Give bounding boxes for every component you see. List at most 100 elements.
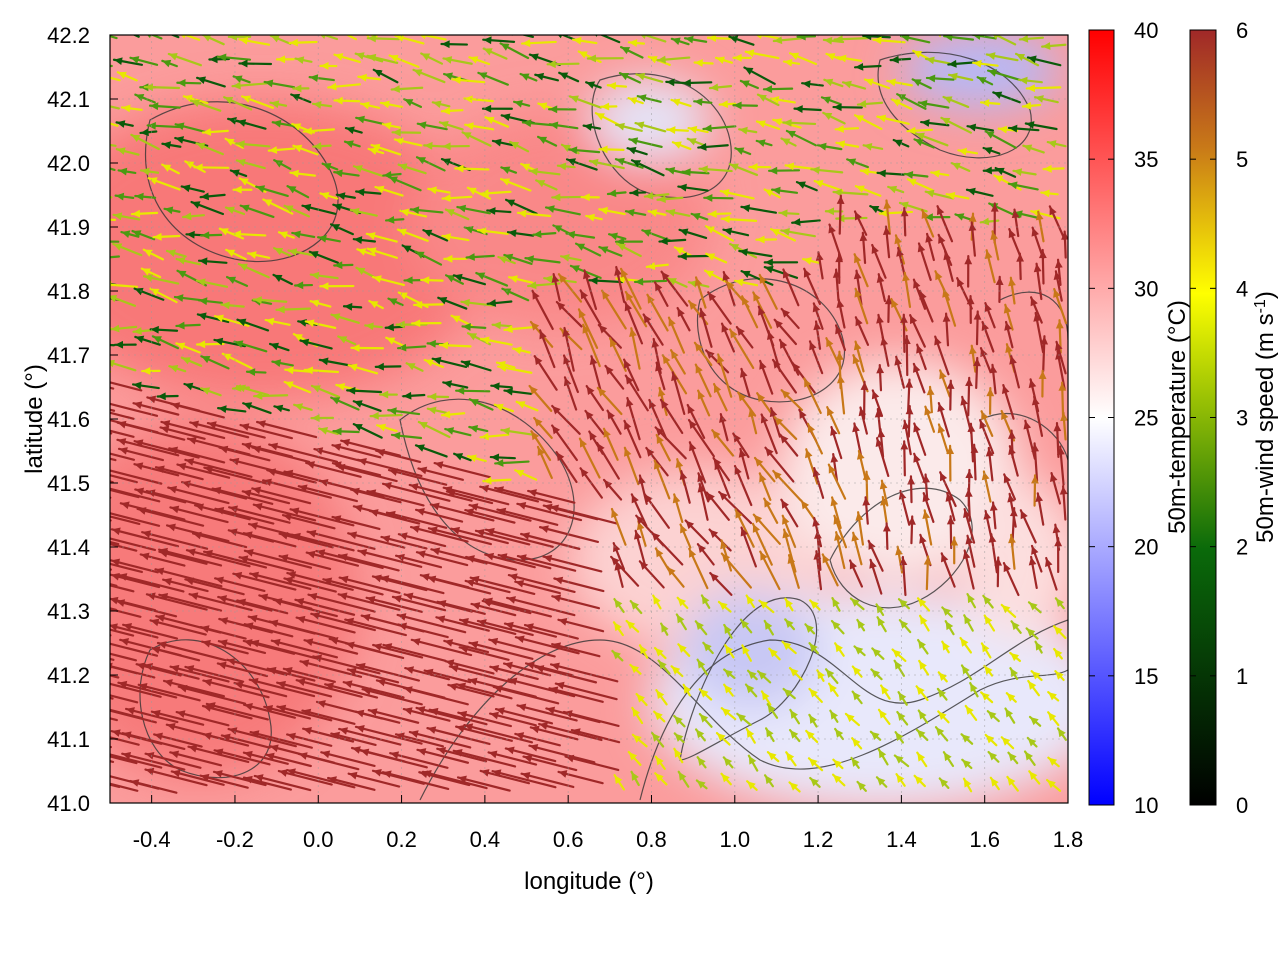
wind-arrow bbox=[390, 431, 423, 440]
wind-arrow-head bbox=[667, 566, 676, 576]
wind-arrow-head bbox=[630, 664, 640, 674]
wind-arrow bbox=[394, 553, 443, 569]
wind-arrow-head bbox=[914, 775, 924, 785]
wind-arrow-shaft bbox=[389, 752, 449, 769]
wind-arrow bbox=[112, 212, 141, 221]
x-tick-label: -0.4 bbox=[133, 827, 171, 852]
wind-arrow-head bbox=[295, 56, 305, 65]
wind-arrow bbox=[562, 326, 575, 372]
wind-arrow-head bbox=[495, 486, 504, 494]
wind-arrow bbox=[233, 340, 268, 353]
wind-arrow bbox=[159, 425, 206, 440]
wind-arrow-head bbox=[233, 75, 243, 83]
wind-arrow-head bbox=[443, 380, 453, 388]
wind-arrow-head bbox=[632, 707, 641, 717]
wind-arrow bbox=[1059, 485, 1068, 521]
wind-arrow bbox=[231, 230, 267, 239]
wind-arrow bbox=[499, 42, 530, 60]
y-tick-label: 41.4 bbox=[47, 535, 90, 560]
wind-arrow-head bbox=[766, 331, 775, 341]
wind-arrow-head bbox=[1049, 473, 1058, 482]
wind-arrow bbox=[149, 287, 178, 304]
wind-arrow-head bbox=[312, 101, 322, 109]
wind-arrow-head bbox=[304, 638, 314, 646]
wind-arrow-shaft bbox=[448, 665, 514, 684]
wind-arrow bbox=[670, 98, 692, 108]
wind-arrow-head bbox=[1016, 53, 1026, 62]
wind-arrow-head bbox=[204, 465, 214, 474]
wind-arrow-shaft bbox=[212, 770, 267, 787]
wind-arrow-head bbox=[851, 532, 860, 542]
wind-arrow-head bbox=[94, 638, 103, 646]
wind-arrow-head bbox=[356, 115, 365, 124]
wind-arrow-head bbox=[360, 748, 370, 757]
wind-arrow bbox=[734, 147, 752, 156]
wind-arrow-head bbox=[122, 751, 132, 760]
wind-arrow bbox=[778, 209, 800, 218]
wind-arrow-head bbox=[550, 504, 560, 513]
wind-arrow-head bbox=[469, 640, 479, 649]
wind-arrow bbox=[520, 771, 575, 789]
wind-arrow-head bbox=[1028, 556, 1037, 566]
wind-arrow-head bbox=[168, 485, 178, 494]
wind-arrow bbox=[515, 400, 539, 412]
wind-arrow-shaft bbox=[249, 640, 319, 660]
wind-arrow-head bbox=[697, 544, 706, 553]
wind-arrow-head bbox=[334, 96, 343, 105]
wind-arrow-head bbox=[298, 484, 308, 493]
wind-arrow-head bbox=[870, 206, 880, 214]
wind-arrow-shaft bbox=[421, 770, 488, 790]
wind-arrow bbox=[337, 335, 357, 346]
wind-arrow-head bbox=[1028, 681, 1037, 690]
wind-arrow-head bbox=[677, 308, 685, 318]
wind-arrow-head bbox=[490, 453, 500, 462]
wind-arrow bbox=[740, 204, 777, 214]
wind-arrow-head bbox=[452, 76, 461, 85]
wind-arrow bbox=[740, 526, 757, 568]
wind-arrow bbox=[317, 234, 341, 243]
wind-arrow-head bbox=[896, 774, 905, 783]
wind-arrow-shaft bbox=[110, 122, 119, 127]
wind-arrow-head bbox=[336, 192, 346, 200]
wind-arrow bbox=[627, 750, 642, 766]
wind-arrow-head bbox=[724, 684, 733, 694]
wind-arrow bbox=[248, 677, 316, 698]
wind-arrow bbox=[666, 277, 688, 288]
wind-arrow-head bbox=[1031, 545, 1039, 555]
wind-arrow-head bbox=[884, 296, 893, 305]
temperature-colorbar-tick-label: 35 bbox=[1134, 147, 1158, 172]
wind-arrow-head bbox=[97, 140, 106, 148]
wind-arrow-head bbox=[646, 447, 655, 457]
wind-arrow-head bbox=[942, 313, 951, 322]
wind-arrow bbox=[1033, 95, 1059, 104]
wind-arrow-shaft bbox=[305, 461, 362, 478]
wind-arrow-head bbox=[1038, 249, 1047, 259]
wind-arrow-head bbox=[259, 593, 269, 602]
wind-arrow-head bbox=[1053, 288, 1061, 298]
wind-arrow bbox=[516, 502, 583, 522]
wind-arrow-head bbox=[381, 535, 391, 543]
wind-arrow-head bbox=[418, 422, 428, 430]
wind-arrow bbox=[619, 45, 644, 59]
wind-arrow-head bbox=[219, 617, 229, 625]
wind-arrow bbox=[833, 514, 848, 549]
wind-arrow bbox=[918, 289, 934, 323]
wind-arrow bbox=[292, 144, 319, 156]
wind-arrow-shaft bbox=[344, 618, 407, 637]
wind-arrow-head bbox=[237, 318, 247, 327]
wind-arrow-head bbox=[355, 725, 365, 733]
wind-arrow-head bbox=[643, 314, 652, 324]
wind-arrow bbox=[366, 247, 398, 259]
wind-arrow-shaft bbox=[110, 411, 135, 420]
wind-arrow-head bbox=[972, 35, 981, 40]
wind-arrow-head bbox=[856, 450, 865, 460]
wind-arrow-shaft bbox=[199, 774, 249, 789]
wind-arrow-head bbox=[853, 341, 862, 351]
wind-arrow-head bbox=[1048, 712, 1057, 722]
wind-arrow bbox=[117, 573, 185, 593]
wind-arrow bbox=[1053, 287, 1068, 325]
wind-arrow bbox=[216, 661, 269, 678]
wind-arrow bbox=[285, 768, 356, 789]
wind-arrow bbox=[175, 321, 201, 330]
wind-arrow-head bbox=[782, 529, 790, 539]
